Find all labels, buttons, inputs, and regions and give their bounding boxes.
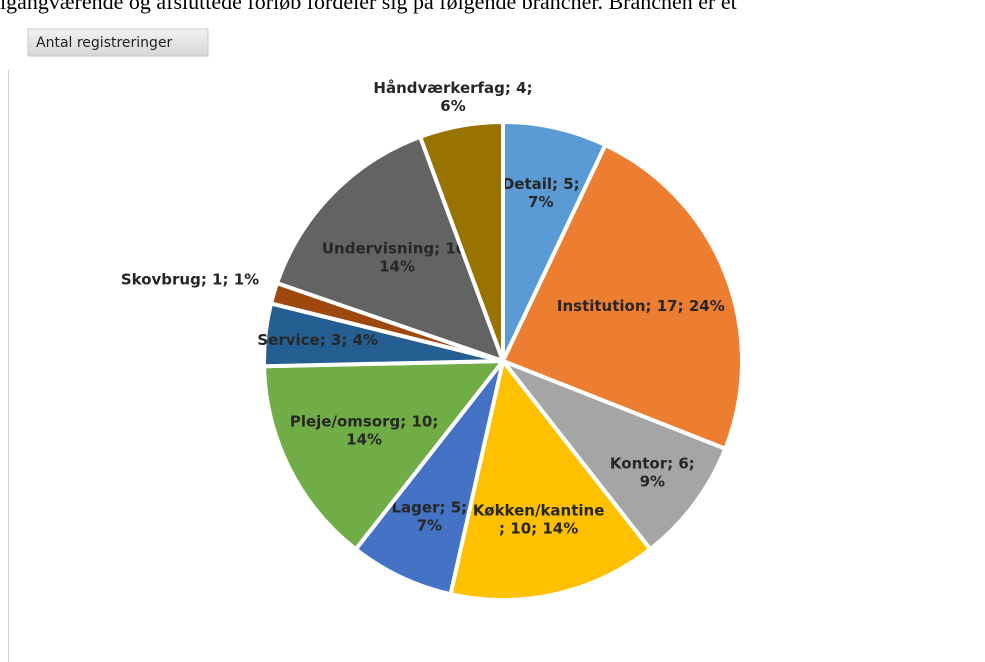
chart-title: Antal registreringer xyxy=(36,35,173,51)
title-button xyxy=(27,28,209,57)
data-label: Pleje/omsorg; 10; 14% xyxy=(290,412,439,448)
data-label: Håndværkerfag; 4; 6% xyxy=(373,79,532,115)
pie-slice xyxy=(448,359,653,602)
pie: Detail; 5; 7% Institution; 17; 24% Kontor; … xyxy=(121,79,744,602)
data-label: Service; 3; 4% xyxy=(257,331,378,349)
pie-slice xyxy=(353,359,505,597)
data-label: Institution; 17; 24% xyxy=(557,297,725,315)
pie-slice xyxy=(418,120,505,363)
data-label: Lager; 5; 7% xyxy=(391,498,467,534)
pie-slice xyxy=(275,134,505,363)
data-label: Køkken/kantine; 10; 14% xyxy=(473,501,604,537)
data-label: Detail; 5; 7% xyxy=(502,175,580,211)
pie-slice xyxy=(501,359,728,552)
data-label: Undervisning; 10; 14% xyxy=(322,239,472,275)
pie-slice xyxy=(262,359,505,552)
pie-slice xyxy=(501,120,608,363)
data-label: Skovbrug; 1; 1% xyxy=(121,271,259,289)
data-label: Kontor; 6; 9% xyxy=(610,454,695,490)
pie-slice xyxy=(501,143,744,451)
caption: igangværende og afsluttede forløb fordel… xyxy=(0,0,737,14)
